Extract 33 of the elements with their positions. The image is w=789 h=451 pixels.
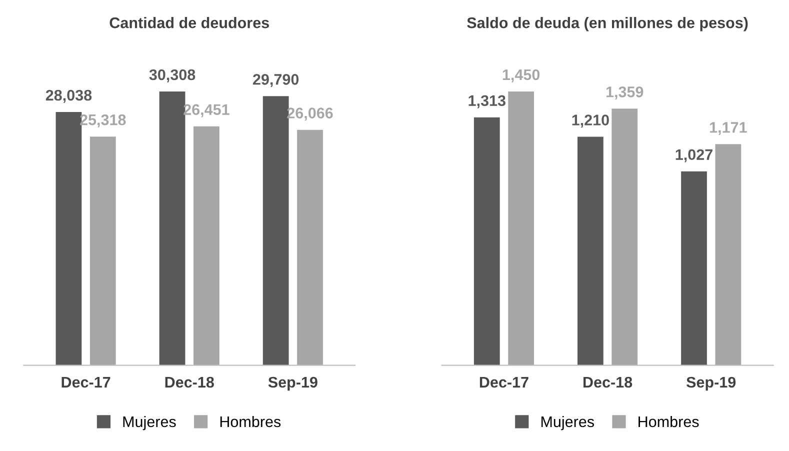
- bar: [194, 126, 220, 366]
- data-label: 28,038: [46, 90, 92, 103]
- chart-title: Cantidad de deudores: [110, 17, 269, 28]
- data-label: 1,027: [676, 149, 712, 162]
- x-tick-label: Dec-17: [480, 376, 528, 388]
- legend-label: Hombres: [220, 416, 281, 428]
- chart-title: Saldo de deuda (en millones de pesos): [467, 17, 748, 32]
- x-tick-label: Dec-17: [62, 376, 110, 388]
- bar: [612, 108, 638, 366]
- x-tick-label: Sep-19: [268, 376, 318, 391]
- data-label: 1,210: [572, 114, 609, 128]
- legend-label: Hombres: [638, 416, 699, 428]
- bar: [90, 136, 116, 366]
- bar: [681, 171, 707, 366]
- data-label: 29,790: [253, 74, 299, 88]
- data-label: 1,171: [710, 122, 747, 136]
- bar: [715, 144, 742, 366]
- legend-label: Mujeres: [123, 416, 176, 430]
- data-label: 30,308: [149, 69, 196, 82]
- bar: [578, 136, 604, 366]
- legend-label: Mujeres: [541, 416, 594, 430]
- bar: [56, 112, 82, 366]
- bar: [297, 130, 323, 366]
- x-tick-label: Dec-18: [165, 376, 214, 388]
- bar: [508, 91, 534, 366]
- bar: [159, 91, 186, 366]
- x-tick-label: Sep-19: [686, 376, 736, 391]
- data-label: 1,313: [468, 95, 506, 108]
- x-tick-label: Dec-18: [584, 376, 632, 388]
- bar: [474, 117, 500, 366]
- data-label: 1,359: [606, 86, 644, 100]
- bar: [262, 96, 289, 366]
- data-label: 1,450: [502, 69, 540, 82]
